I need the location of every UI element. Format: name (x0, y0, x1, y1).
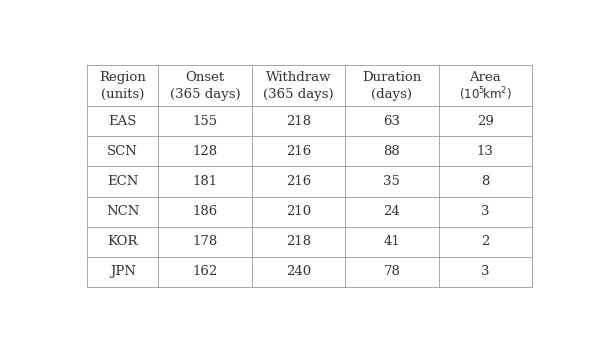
Text: Region: Region (100, 71, 146, 84)
Text: 162: 162 (193, 265, 217, 278)
Text: 13: 13 (477, 145, 493, 158)
Text: 63: 63 (384, 115, 400, 128)
Text: KOR: KOR (108, 235, 138, 248)
Text: Duration: Duration (362, 71, 422, 84)
Text: (days): (days) (371, 87, 413, 101)
Text: 88: 88 (384, 145, 400, 158)
Text: Onset: Onset (185, 71, 225, 84)
Text: 218: 218 (286, 235, 311, 248)
Text: (365 days): (365 days) (263, 87, 334, 101)
Text: JPN: JPN (110, 265, 136, 278)
Text: Area: Area (469, 71, 501, 84)
Text: EAS: EAS (109, 115, 137, 128)
Text: 78: 78 (384, 265, 400, 278)
Text: $(10^5\!\mathrm{km}^2)$: $(10^5\!\mathrm{km}^2)$ (459, 85, 512, 103)
Text: 216: 216 (286, 145, 311, 158)
Text: 210: 210 (286, 205, 311, 218)
Text: 35: 35 (384, 175, 400, 188)
Text: 218: 218 (286, 115, 311, 128)
Text: 8: 8 (481, 175, 489, 188)
Text: 178: 178 (193, 235, 217, 248)
Text: 240: 240 (286, 265, 311, 278)
Text: 155: 155 (193, 115, 217, 128)
Text: ECN: ECN (107, 175, 138, 188)
Text: NCN: NCN (106, 205, 140, 218)
Text: 3: 3 (481, 205, 489, 218)
Text: Withdraw: Withdraw (266, 71, 331, 84)
Text: 2: 2 (481, 235, 489, 248)
Text: 29: 29 (477, 115, 493, 128)
Text: 24: 24 (384, 205, 400, 218)
Text: 128: 128 (193, 145, 217, 158)
Text: 41: 41 (384, 235, 400, 248)
Text: (units): (units) (101, 87, 144, 101)
Text: 181: 181 (193, 175, 217, 188)
Text: 186: 186 (193, 205, 217, 218)
Text: (365 days): (365 days) (170, 87, 240, 101)
Text: 216: 216 (286, 175, 311, 188)
Text: SCN: SCN (108, 145, 138, 158)
Text: 3: 3 (481, 265, 489, 278)
